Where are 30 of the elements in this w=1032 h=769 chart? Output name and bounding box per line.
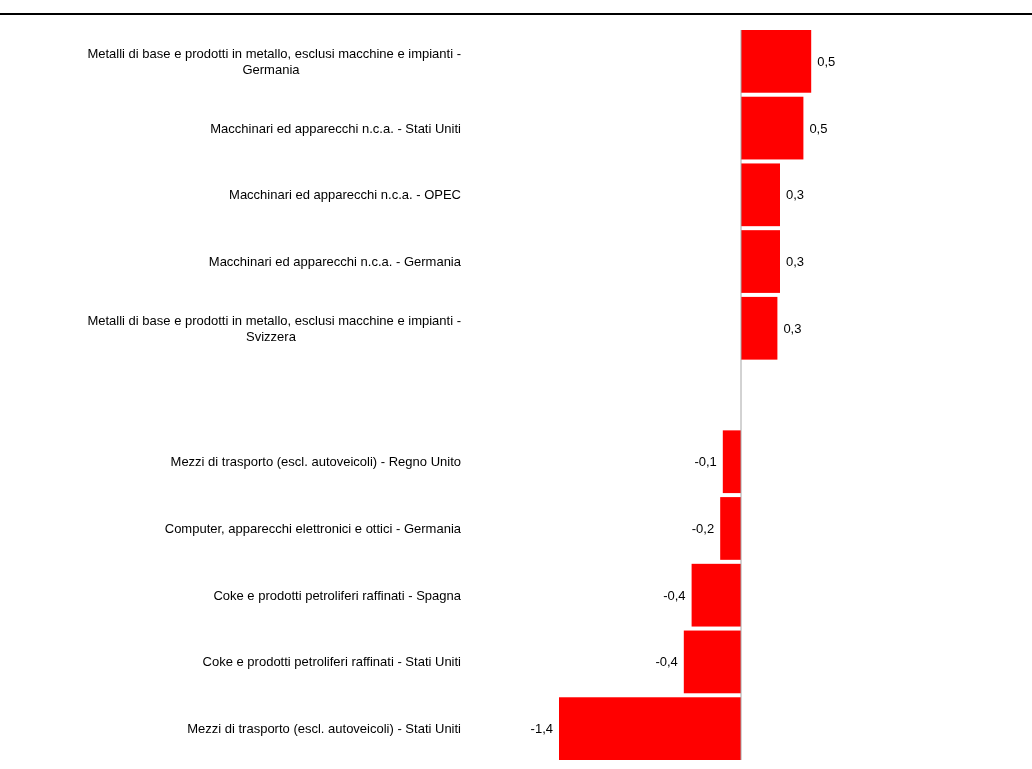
- data-label: -0,4: [655, 654, 678, 670]
- y-tick-label: Macchinari ed apparecchi n.c.a. - Germania: [208, 254, 462, 270]
- bar: [741, 163, 780, 227]
- y-tick-label: Macchinari ed apparecchi n.c.a. - OPEC: [229, 187, 461, 203]
- bar: [720, 497, 741, 560]
- bar: [683, 630, 741, 694]
- bar: [741, 96, 804, 160]
- data-label: 0,3: [786, 254, 805, 270]
- bar: [741, 230, 780, 293]
- data-label: 0,5: [817, 53, 836, 69]
- bar: [691, 563, 741, 627]
- y-tick-label: Coke e prodotti petroliferi raffinati - Stati Uniti: [202, 654, 462, 670]
- bar: [741, 296, 778, 360]
- bar: [559, 697, 741, 760]
- data-label: 0,5: [809, 120, 828, 136]
- y-tick-label: Metalli di base e prodotti in metallo, esclusi macchine e impianti - Germania: [87, 45, 461, 77]
- data-label: 0,3: [783, 320, 802, 336]
- data-label: 0,3: [786, 187, 805, 203]
- data-label: -0,4: [663, 587, 686, 603]
- bar: [741, 30, 812, 93]
- y-tick-label: Computer, apparecchi elettronici e ottici - Germania: [164, 521, 462, 537]
- data-label: -0,1: [694, 454, 717, 470]
- y-tick-label: Coke e prodotti petroliferi raffinati - Spagna: [213, 587, 462, 603]
- y-tick-label: Metalli di base e prodotti in metallo, esclusi macchine e impianti - Svizzera: [87, 312, 461, 344]
- y-tick-label: Macchinari ed apparecchi n.c.a. - Stati Uniti: [210, 120, 462, 136]
- y-tick-label: Mezzi di trasporto (escl. autoveicoli) - Regno Unito: [170, 454, 461, 470]
- bar: [722, 430, 741, 494]
- data-label: -1,4: [530, 721, 553, 737]
- data-label: -0,2: [691, 521, 715, 537]
- y-tick-label: Mezzi di trasporto (escl. autoveicoli) - Stati Uniti: [187, 721, 462, 737]
